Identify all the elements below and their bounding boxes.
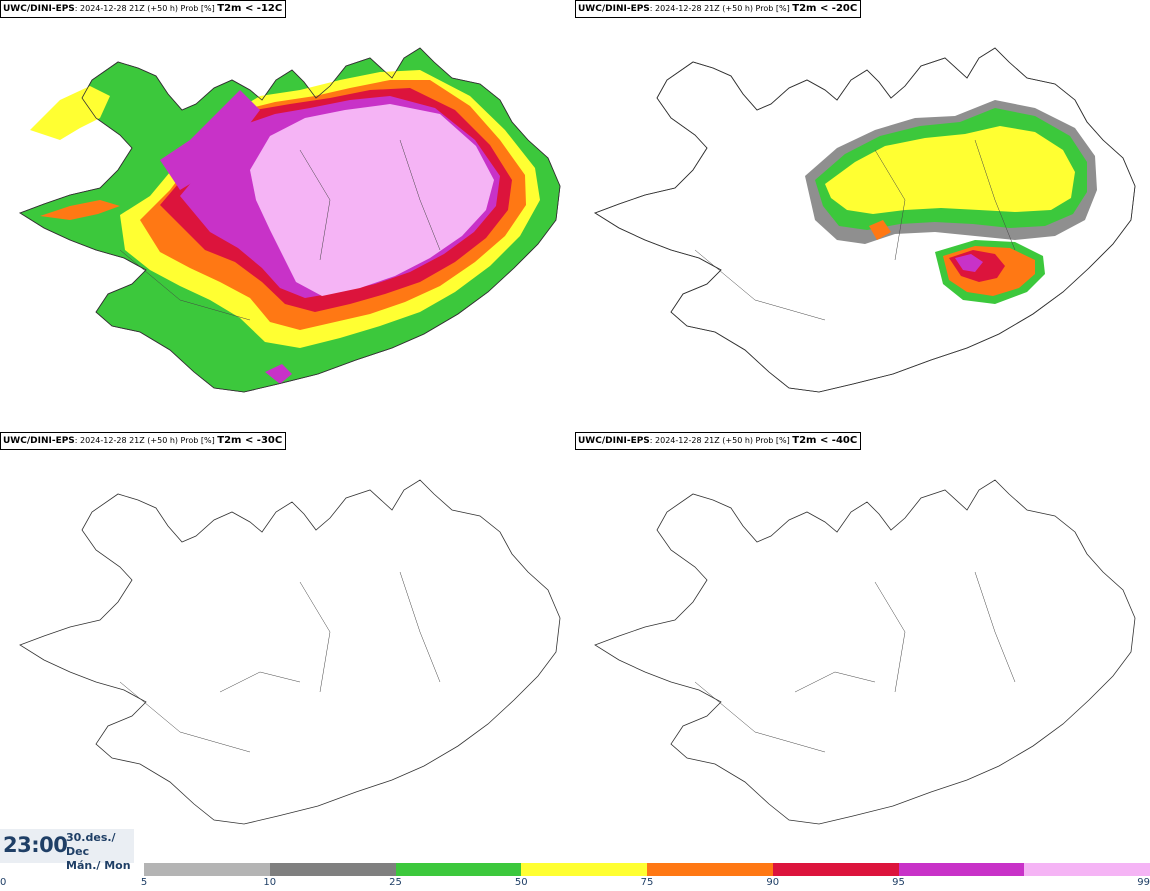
legend-segment: [395, 863, 522, 876]
legend-tick-label: 90: [766, 877, 780, 888]
panel-title: UWC/DINI-EPS: 2024-12-28 21Z (+50 h) Pro…: [0, 0, 287, 18]
legend-segment: [1024, 863, 1150, 876]
valid-time: 23:00: [3, 833, 68, 857]
valid-date-line2: Mán./ Mon: [66, 859, 131, 872]
legend-tick-label: 50: [514, 877, 528, 888]
valid-date: 30.des./ Dec Mán./ Mon: [66, 831, 134, 873]
probability-map-40c: [594, 479, 1136, 825]
color-legend-bar: [144, 863, 1150, 876]
legend-tick-label: 5: [140, 877, 148, 888]
valid-date-line1: 30.des./ Dec: [66, 831, 116, 858]
legend-tick-label: 0: [0, 877, 7, 888]
legend-tick-label: 10: [263, 877, 277, 888]
probability-map-12c: [19, 47, 561, 393]
legend-tick-label: 25: [389, 877, 402, 888]
legend-segment: [647, 863, 773, 876]
map-panel-t2m-below-30c: UWC/DINI-EPS: 2024-12-28 21Z (+50 h) Pro…: [0, 432, 575, 862]
map-panel-t2m-below-20c: UWC/DINI-EPS: 2024-12-28 21Z (+50 h) Pro…: [575, 0, 1150, 430]
map-panel-t2m-below-12c: UWC/DINI-EPS: 2024-12-28 21Z (+50 h) Pro…: [0, 0, 575, 430]
probability-map-20c: [594, 47, 1136, 393]
legend-tick-label: 75: [640, 877, 654, 888]
legend-tick-label: 95: [892, 877, 905, 888]
probability-map-30c: [19, 479, 561, 825]
legend-segment: [521, 863, 647, 876]
map-panel-t2m-below-40c: UWC/DINI-EPS: 2024-12-28 21Z (+50 h) Pro…: [575, 432, 1150, 862]
panel-title: UWC/DINI-EPS: 2024-12-28 21Z (+50 h) Pro…: [575, 0, 862, 18]
legend-segment: [144, 863, 270, 876]
panel-title: UWC/DINI-EPS: 2024-12-28 21Z (+50 h) Pro…: [0, 432, 287, 450]
legend-segment: [898, 863, 1025, 876]
panel-title: UWC/DINI-EPS: 2024-12-28 21Z (+50 h) Pro…: [575, 432, 862, 450]
legend-segment: [269, 863, 396, 876]
legend-tick-label: 99: [1137, 877, 1150, 888]
legend-segment: [772, 863, 899, 876]
valid-time-box: 23:00 30.des./ Dec Mán./ Mon: [0, 829, 134, 872]
